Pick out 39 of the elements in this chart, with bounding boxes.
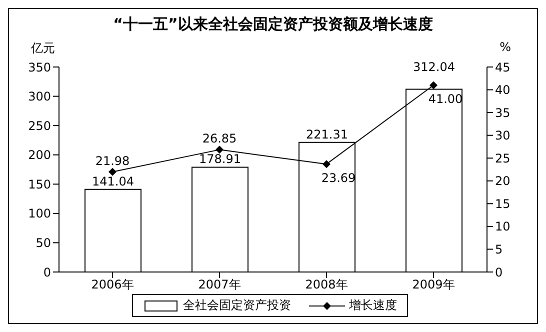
y-tick-label: 300 [28,90,51,104]
data-label: 23.69 [321,171,356,186]
point [430,81,438,90]
point [108,168,116,176]
y2-tick-label: 35 [495,106,510,120]
y-tick-label: 0 [43,265,51,280]
y-tick-label: 200 [28,148,51,162]
y-tick-label: 50 [36,236,51,250]
y2-tick-label: 30 [495,128,510,143]
y2-tick-label: 20 [495,174,510,188]
x-tick-label: 2008年 [305,278,348,292]
y2-axis-title: % [500,40,511,54]
point [322,160,330,168]
point [216,146,224,154]
x-tick-label: 2007年 [198,278,241,292]
y-axis-title: 亿元 [31,40,55,57]
data-label: 178.91 [199,152,241,166]
x-tick-label: 2006年 [91,278,134,292]
x-tick-label: 2009年 [412,278,455,292]
data-label: 21.98 [95,154,130,168]
y2-tick-label: 40 [495,83,510,98]
y2-tick-label: 15 [495,196,510,211]
y2-tick-label: 5 [495,242,503,256]
y-tick-label: 150 [28,177,51,192]
legend-label: 全社会固定资产投资 [183,297,291,314]
y2-tick-label: 45 [495,60,510,74]
y-tick-label: 100 [28,206,51,221]
legend-label: 增长速度 [349,297,397,314]
y-tick-label: 350 [28,60,51,74]
y2-tick-label: 10 [495,220,510,234]
data-label: 41.00 [428,92,463,106]
chart-title: “十一五”以来全社会固定资产投资额及增长速度 [112,14,434,35]
data-label: 26.85 [202,132,237,146]
data-label: 312.04 [413,60,455,74]
y2-tick-label: 25 [495,151,510,166]
data-label: 141.04 [92,174,134,188]
y2-tick-label: 0 [495,265,503,280]
y-tick-label: 250 [28,118,51,133]
data-label: 221.31 [306,127,348,142]
